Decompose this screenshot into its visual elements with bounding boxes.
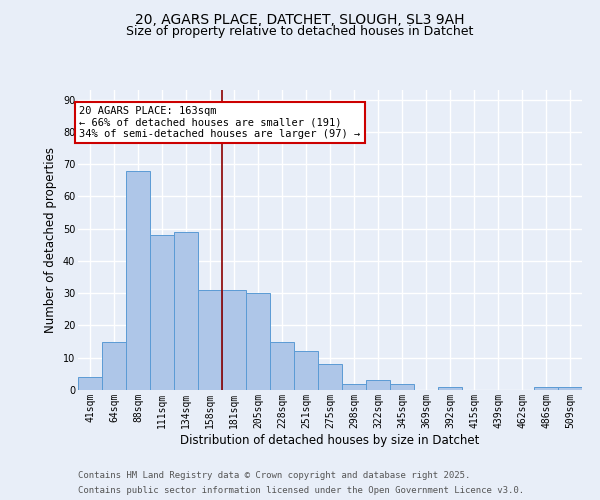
Bar	[102, 342, 126, 390]
Bar	[246, 293, 270, 390]
Y-axis label: Number of detached properties: Number of detached properties	[44, 147, 57, 333]
Bar	[318, 364, 342, 390]
Text: 20, AGARS PLACE, DATCHET, SLOUGH, SL3 9AH: 20, AGARS PLACE, DATCHET, SLOUGH, SL3 9A…	[135, 12, 465, 26]
Bar	[270, 342, 294, 390]
Bar	[366, 380, 390, 390]
Bar	[78, 377, 102, 390]
X-axis label: Distribution of detached houses by size in Datchet: Distribution of detached houses by size …	[181, 434, 479, 446]
Text: 20 AGARS PLACE: 163sqm
← 66% of detached houses are smaller (191)
34% of semi-de: 20 AGARS PLACE: 163sqm ← 66% of detached…	[79, 106, 361, 140]
Bar	[126, 170, 150, 390]
Bar	[558, 387, 582, 390]
Bar	[438, 387, 462, 390]
Bar	[390, 384, 414, 390]
Bar	[174, 232, 198, 390]
Bar	[222, 290, 246, 390]
Text: Contains public sector information licensed under the Open Government Licence v3: Contains public sector information licen…	[78, 486, 524, 495]
Bar	[198, 290, 222, 390]
Bar	[534, 387, 558, 390]
Text: Contains HM Land Registry data © Crown copyright and database right 2025.: Contains HM Land Registry data © Crown c…	[78, 471, 470, 480]
Bar	[342, 384, 366, 390]
Bar	[294, 352, 318, 390]
Text: Size of property relative to detached houses in Datchet: Size of property relative to detached ho…	[127, 25, 473, 38]
Bar	[150, 235, 174, 390]
